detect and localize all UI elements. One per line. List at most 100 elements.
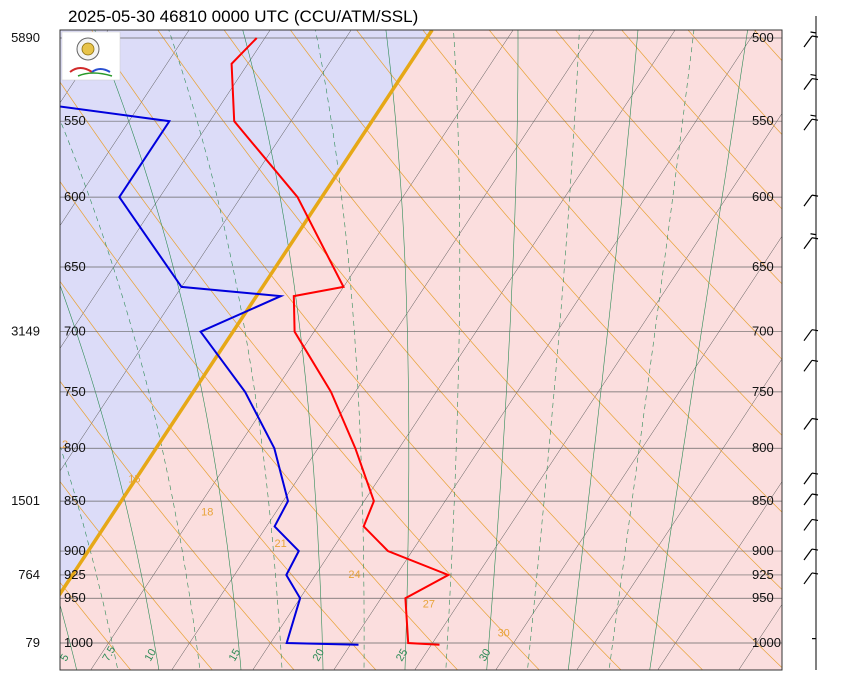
pressure-label-right: 750 (752, 384, 774, 399)
dry-adiabat-line (60, 380, 295, 670)
pressure-label-left: 1000 (64, 635, 93, 650)
isotherm-line (60, 30, 352, 472)
wind-barb (803, 194, 819, 207)
lab-logo (61, 31, 121, 81)
dry-adiabat-label: 21 (274, 538, 286, 550)
moist-adiabat-line (315, 30, 365, 670)
pressure-label-left: 900 (64, 543, 86, 558)
wind-barb (803, 472, 819, 485)
dry-adiabat-label: 30 (498, 627, 510, 639)
dry-adiabat-line (290, 30, 782, 591)
dry-adiabat-line (223, 30, 782, 669)
pressure-label-left: 950 (64, 590, 86, 605)
dry-adiabat-label: 24 (348, 569, 360, 581)
pressure-label-right: 500 (752, 30, 774, 45)
wind-barb (803, 31, 819, 48)
moist-adiabat-line (168, 30, 283, 670)
isotherm-line (576, 358, 782, 670)
wind-barb (803, 233, 819, 250)
height-label: 3149 (11, 324, 40, 339)
moist-adiabat-line (445, 30, 461, 670)
dry-adiabat-line (60, 480, 213, 670)
moist-adiabat-line (242, 30, 324, 670)
height-label: 764 (18, 567, 40, 582)
pressure-label-left: 650 (64, 259, 86, 274)
height-label: 79 (26, 635, 40, 650)
dry-adiabat-line (60, 180, 458, 670)
dry-adiabat-label: 18 (201, 506, 213, 518)
pressure-label-right: 700 (752, 324, 774, 339)
moist-adiabat-label: 15 (227, 647, 244, 664)
pressure-label-right: 650 (752, 259, 774, 274)
isotherms (60, 30, 782, 670)
pressure-label-left: 700 (64, 324, 86, 339)
dry-adiabat-line (621, 30, 782, 210)
isotherm-line (171, 30, 595, 670)
isobars (60, 37, 782, 644)
moist-adiabat-label: 20 (311, 647, 328, 664)
moist-adiabat-line (649, 30, 748, 670)
wind-barb (803, 114, 819, 131)
dry-adiabat-label: 12 (56, 439, 68, 451)
moist-adiabat-label: 10 (143, 647, 160, 664)
wind-barb (803, 73, 819, 90)
isotherm-line (90, 30, 514, 670)
pressure-labels-left: 550 600 650 700 750 800 850 900 925 950 1000 (64, 113, 93, 650)
pressure-label-left: 925 (64, 567, 86, 582)
isotherm-line (252, 30, 676, 670)
plot-frame (59, 29, 783, 671)
isotherm-line (60, 30, 190, 227)
wind-barb (803, 572, 819, 585)
pressure-label-right: 800 (752, 440, 774, 455)
wind-barb (803, 329, 819, 342)
pressure-label-left: 800 (64, 440, 86, 455)
moist-adiabat-line (60, 284, 160, 670)
dry-adiabat-label: 15 (128, 473, 140, 485)
pressure-label-right: 1000 (752, 635, 781, 650)
pressure-label-left: 850 (64, 493, 86, 508)
stable-region (60, 30, 433, 670)
isotherm-line (657, 481, 782, 670)
wind-barb (803, 359, 819, 372)
pressure-label-right: 900 (752, 543, 774, 558)
isotherm-line (495, 235, 782, 670)
freezing-isotherm (60, 30, 434, 597)
dry-adiabat-line (356, 30, 782, 513)
moist-adiabat-label: 30 (477, 647, 494, 664)
moist-adiabat-line (94, 30, 242, 670)
dry-adiabat-line (422, 30, 782, 436)
pressure-label-right: 600 (752, 189, 774, 204)
pressure-labels-right: 500 550 600 650 700 750 800 850 900 925 950 1000 (752, 30, 781, 650)
moist-adiabats (0, 0, 748, 686)
dewpoint-profile (60, 105, 359, 646)
moist-adiabat-line (60, 119, 201, 670)
pressure-label-left: 750 (64, 384, 86, 399)
pressure-label-right: 550 (752, 113, 774, 128)
temperature-profile (230, 37, 451, 646)
dry-adiabat-line (60, 280, 377, 670)
height-label: 1501 (11, 493, 40, 508)
pressure-label-right: 925 (752, 567, 774, 582)
isotherm-line (60, 30, 271, 349)
moist-adiabat-line (0, 0, 40, 686)
wind-barb (803, 518, 819, 531)
dry-adiabat-label: 27 (423, 599, 435, 611)
pressure-label-left: 550 (64, 113, 86, 128)
moist-adiabat-label: 5 (58, 652, 71, 663)
wind-barbs (803, 16, 819, 670)
pressure-label-left: 600 (64, 189, 86, 204)
dry-adiabat-line (91, 30, 622, 670)
moist-adiabat-line (567, 30, 639, 670)
moist-adiabat-line (486, 30, 519, 670)
dry-adiabat-line (555, 30, 782, 285)
dry-adiabat-labels: -12-9-6-3036912151821242730 (56, 439, 510, 640)
dry-adiabat-line (157, 30, 703, 670)
moist-adiabat-line (608, 30, 695, 670)
height-labels: 5890 3149 1501 764 79 (11, 30, 40, 650)
height-label: 5890 (11, 30, 40, 45)
pressure-label-right: 950 (752, 590, 774, 605)
dry-adiabat-line (60, 81, 540, 670)
dry-adiabat-line (488, 30, 782, 360)
